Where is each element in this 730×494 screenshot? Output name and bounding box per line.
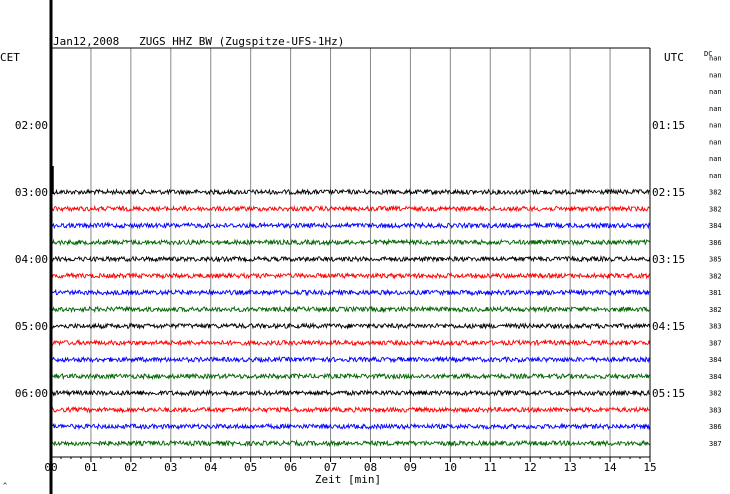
- x-tick-label: 12: [524, 461, 537, 474]
- left-time-label: 03:00: [15, 186, 48, 199]
- seismic-trace: [51, 355, 651, 364]
- left-axis-label: CET: [0, 51, 20, 64]
- x-tick-label: 13: [564, 461, 577, 474]
- x-tick-label: 07: [324, 461, 337, 474]
- seismic-trace: [51, 271, 651, 280]
- dc-value: 382: [709, 205, 722, 213]
- dc-value: nan: [709, 55, 722, 63]
- x-tick-label: 11: [484, 461, 497, 474]
- seismic-trace: [51, 238, 651, 247]
- right-time-label: 05:15: [652, 387, 685, 400]
- dc-value: 382: [709, 306, 722, 314]
- dc-value: 386: [709, 239, 722, 247]
- x-tick-label: 00: [44, 461, 57, 474]
- seismic-trace: [51, 288, 650, 297]
- dc-value: nan: [709, 155, 722, 163]
- seismic-trace: [51, 422, 651, 431]
- seismic-trace: [51, 204, 650, 213]
- dc-value: 382: [709, 272, 722, 280]
- right-time-label: 01:15: [652, 119, 685, 132]
- dc-value: 385: [709, 256, 722, 264]
- seismic-trace: [51, 321, 651, 331]
- dc-value: nan: [709, 88, 722, 96]
- dc-value: nan: [709, 122, 722, 130]
- right-axis-label: UTC: [664, 51, 684, 64]
- x-tick-label: 04: [204, 461, 218, 474]
- x-tick-label: 06: [284, 461, 297, 474]
- dc-value: nan: [709, 172, 722, 180]
- right-time-label: 02:15: [652, 186, 685, 199]
- dc-value: 382: [709, 390, 722, 398]
- left-time-label: 05:00: [15, 320, 48, 333]
- trace-layer: [51, 166, 651, 448]
- dc-value: 384: [709, 222, 722, 230]
- right-time-label: 04:15: [652, 320, 685, 333]
- seismic-trace: [51, 221, 651, 230]
- seismic-trace: [51, 338, 651, 347]
- dc-value: nan: [709, 138, 722, 146]
- seismic-trace: [51, 405, 650, 414]
- x-tick-label: 08: [364, 461, 377, 474]
- seismic-trace: [51, 439, 651, 448]
- dc-value: 383: [709, 406, 722, 414]
- x-tick-label: 03: [164, 461, 177, 474]
- dc-value: nan: [709, 105, 722, 113]
- seismic-trace: [51, 388, 650, 397]
- x-tick-label: 14: [603, 461, 617, 474]
- right-time-label: 03:15: [652, 253, 685, 266]
- seismic-trace: [51, 372, 651, 381]
- label-layer: 00 01 02 03 04 05 06 07 08 09 10 11 12 13 14 15 02:00 03:…: [15, 55, 722, 475]
- x-tick-label: 10: [444, 461, 457, 474]
- dc-value: 387: [709, 440, 722, 448]
- x-tick-label: 15: [643, 461, 656, 474]
- seismic-trace: [51, 305, 650, 314]
- footer-mark: ^: [3, 482, 7, 490]
- left-time-label: 06:00: [15, 387, 48, 400]
- dc-value: 384: [709, 373, 722, 381]
- dc-value: 386: [709, 423, 722, 431]
- dc-value: 383: [709, 323, 722, 331]
- x-tick-label: 02: [124, 461, 137, 474]
- dc-value: 387: [709, 339, 722, 347]
- dc-value: 381: [709, 289, 722, 297]
- chart-title: Jan12,2008 ZUGS HHZ BW (Zugspitze-UFS-1H…: [53, 35, 344, 48]
- left-time-label: 02:00: [15, 119, 48, 132]
- x-axis-label: Zeit [min]: [315, 473, 381, 486]
- grid-layer: [50, 48, 651, 462]
- dc-value: 382: [709, 189, 722, 197]
- dc-value: 384: [709, 356, 722, 364]
- dc-label: DC: [704, 50, 712, 58]
- x-tick-label: 09: [404, 461, 417, 474]
- seismic-trace: [51, 255, 651, 263]
- seismic-trace: [51, 188, 651, 196]
- dc-value: nan: [709, 71, 722, 79]
- x-tick-label: 01: [84, 461, 97, 474]
- left-time-label: 04:00: [15, 253, 48, 266]
- x-tick-label: 05: [244, 461, 257, 474]
